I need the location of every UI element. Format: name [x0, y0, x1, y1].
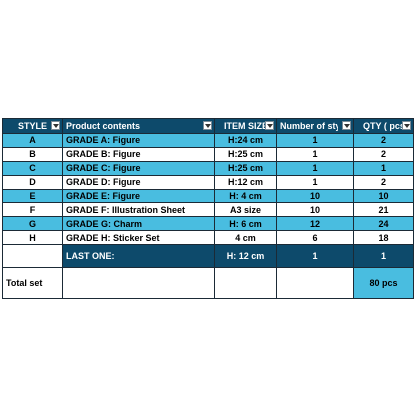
qty-cell[interactable]: 2: [353, 133, 414, 148]
qty-cell[interactable]: 2: [353, 146, 414, 162]
total-row: Total set 80 pcs: [2, 267, 414, 300]
style-cell[interactable]: B: [2, 146, 63, 162]
header-item-size[interactable]: ITEM SIZE: [214, 118, 277, 134]
filter-dropdown-icon[interactable]: [51, 121, 60, 130]
size-cell[interactable]: H: 12 cm: [214, 244, 277, 269]
qty-cell[interactable]: 1: [353, 244, 414, 269]
table-row: G GRADE G: Charm H: 6 cm 12 24: [2, 216, 414, 232]
size-cell[interactable]: H: 4 cm: [214, 188, 277, 204]
style-cell[interactable]: G: [2, 216, 63, 232]
style-cell[interactable]: H: [2, 230, 63, 246]
qty-cell[interactable]: 18: [353, 230, 414, 246]
style-cell[interactable]: E: [2, 188, 63, 204]
styles-cell[interactable]: 1: [276, 133, 354, 148]
product-table: STYLE Product contents ITEM SIZE Number …: [2, 118, 414, 300]
empty-cell[interactable]: [214, 267, 277, 300]
size-cell[interactable]: H: 6 cm: [214, 216, 277, 232]
header-product-contents[interactable]: Product contents: [62, 118, 215, 134]
header-number-of-styles[interactable]: Number of styl: [276, 118, 354, 134]
contents-cell[interactable]: GRADE A: Figure: [62, 133, 215, 148]
contents-cell[interactable]: GRADE H: Sticker Set: [62, 230, 215, 246]
style-cell[interactable]: C: [2, 160, 63, 176]
contents-cell[interactable]: GRADE D: Figure: [62, 174, 215, 190]
last-one-row: LAST ONE: H: 12 cm 1 1: [2, 244, 414, 269]
contents-cell[interactable]: GRADE E: Figure: [62, 188, 215, 204]
styles-cell[interactable]: 6: [276, 230, 354, 246]
style-cell[interactable]: F: [2, 202, 63, 218]
filter-dropdown-icon[interactable]: [342, 121, 351, 130]
size-cell[interactable]: 4 cm: [214, 230, 277, 246]
empty-cell[interactable]: [276, 267, 354, 300]
table-row: D GRADE D: Figure H:12 cm 1 2: [2, 174, 414, 190]
size-cell[interactable]: H:25 cm: [214, 146, 277, 162]
filter-dropdown-icon[interactable]: [402, 121, 411, 130]
table-row: E GRADE E: Figure H: 4 cm 10 10: [2, 188, 414, 204]
header-row: STYLE Product contents ITEM SIZE Number …: [2, 118, 414, 134]
qty-cell[interactable]: 21: [353, 202, 414, 218]
total-qty[interactable]: 80 pcs: [353, 267, 414, 300]
empty-cell[interactable]: [62, 267, 215, 300]
contents-cell[interactable]: LAST ONE:: [62, 244, 215, 269]
header-qty[interactable]: QTY ( pcs: [353, 118, 414, 134]
contents-cell[interactable]: GRADE F: Illustration Sheet: [62, 202, 215, 218]
styles-cell[interactable]: 10: [276, 188, 354, 204]
styles-cell[interactable]: 10: [276, 202, 354, 218]
qty-cell[interactable]: 1: [353, 160, 414, 176]
styles-cell[interactable]: 1: [276, 146, 354, 162]
filter-dropdown-icon[interactable]: [203, 121, 212, 130]
style-cell[interactable]: A: [2, 133, 63, 148]
table-row: C GRADE C: Figure H:25 cm 1 1: [2, 160, 414, 176]
size-cell[interactable]: A3 size: [214, 202, 277, 218]
size-cell[interactable]: H:24 cm: [214, 133, 277, 148]
contents-cell[interactable]: GRADE G: Charm: [62, 216, 215, 232]
table-row: A GRADE A: Figure H:24 cm 1 2: [2, 133, 414, 148]
table-row: H GRADE H: Sticker Set 4 cm 6 18: [2, 230, 414, 246]
table-row: F GRADE F: Illustration Sheet A3 size 10…: [2, 202, 414, 218]
table-row: B GRADE B: Figure H:25 cm 1 2: [2, 146, 414, 162]
qty-cell[interactable]: 2: [353, 174, 414, 190]
styles-cell[interactable]: 1: [276, 174, 354, 190]
total-label[interactable]: Total set: [2, 267, 63, 300]
styles-cell[interactable]: 1: [276, 160, 354, 176]
style-cell[interactable]: D: [2, 174, 63, 190]
style-cell[interactable]: [2, 244, 63, 269]
styles-cell[interactable]: 12: [276, 216, 354, 232]
qty-cell[interactable]: 24: [353, 216, 414, 232]
styles-cell[interactable]: 1: [276, 244, 354, 269]
qty-cell[interactable]: 10: [353, 188, 414, 204]
size-cell[interactable]: H:12 cm: [214, 174, 277, 190]
size-cell[interactable]: H:25 cm: [214, 160, 277, 176]
contents-cell[interactable]: GRADE C: Figure: [62, 160, 215, 176]
header-style[interactable]: STYLE: [2, 118, 63, 134]
contents-cell[interactable]: GRADE B: Figure: [62, 146, 215, 162]
filter-dropdown-icon[interactable]: [265, 121, 274, 130]
